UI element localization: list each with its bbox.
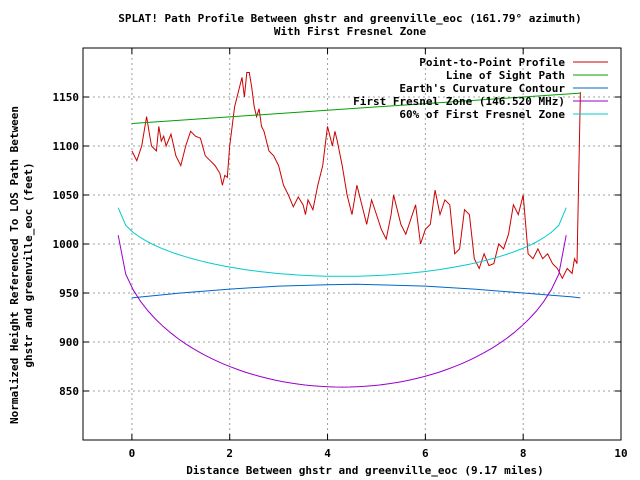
legend-label-line-of-sight-path: Line of Sight Path bbox=[446, 69, 565, 82]
legend-label-earth-s-curvature-contour: Earth's Curvature Contour bbox=[399, 82, 565, 95]
x-axis-label: Distance Between ghstr and greenville_eo… bbox=[186, 464, 544, 477]
y-axis-label-line-1: Normalized Height Referenced To LOS Path… bbox=[8, 106, 21, 424]
chart-title: SPLAT! Path Profile Between ghstr and gr… bbox=[118, 12, 582, 25]
legend-label-point-to-point-profile: Point-to-Point Profile bbox=[419, 56, 565, 69]
series-line-earth-s-curvature-contour bbox=[131, 283, 581, 299]
y-tick-label: 1100 bbox=[53, 140, 80, 153]
chart-subtitle: With First Fresnel Zone bbox=[274, 25, 427, 38]
legend-label-60-of-first-fresnel-zone: 60% of First Fresnel Zone bbox=[399, 108, 565, 121]
series-line-first-fresnel-zone-146-520-mhz bbox=[117, 235, 567, 388]
x-tick-label: 2 bbox=[226, 447, 233, 460]
x-tick-label: 0 bbox=[129, 447, 136, 460]
series-line-60-of-first-fresnel-zone bbox=[117, 207, 567, 277]
y-tick-label: 900 bbox=[59, 336, 79, 349]
x-tick-label: 4 bbox=[324, 447, 331, 460]
y-axis-label-line-2: ghstr and greenville_eoc (feet) bbox=[22, 162, 35, 367]
y-tick-label: 950 bbox=[59, 287, 79, 300]
y-tick-label: 1150 bbox=[53, 91, 80, 104]
plot-area: 0 2 4 6 8 10 850 900 950 1000 1050 1100 1150 bbox=[53, 47, 628, 460]
x-tick-label: 6 bbox=[422, 447, 429, 460]
series-line-point-to-point-profile bbox=[131, 72, 581, 280]
x-tick-label: 8 bbox=[520, 447, 527, 460]
y-tick-label: 1050 bbox=[53, 189, 80, 202]
series-line-line-of-sight-path bbox=[131, 92, 581, 124]
y-tick-label: 1000 bbox=[53, 238, 80, 251]
y-tick-label: 850 bbox=[59, 385, 79, 398]
x-tick-label: 10 bbox=[614, 447, 627, 460]
legend-label-first-fresnel-zone-146-520-mhz: First Fresnel Zone (146.520 MHz) bbox=[353, 95, 565, 108]
